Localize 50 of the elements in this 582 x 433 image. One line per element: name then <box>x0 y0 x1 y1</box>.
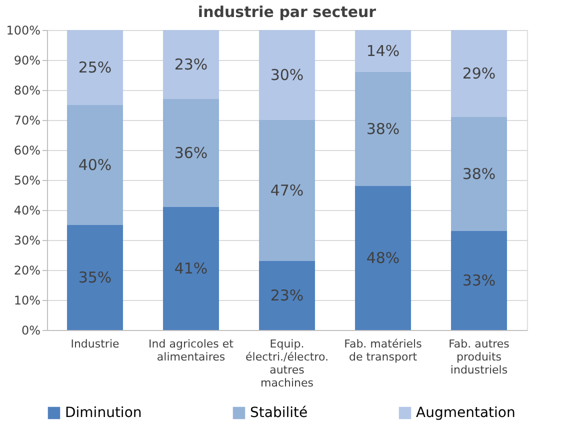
data-label: 38% <box>366 120 400 138</box>
bar <box>451 231 507 330</box>
bar <box>451 117 507 231</box>
x-tick-label: Equip. électri./électro. autres machines <box>246 338 328 390</box>
data-label: 23% <box>270 286 304 304</box>
bar <box>451 30 507 117</box>
bar <box>355 72 411 186</box>
y-tick-label: 30% <box>14 234 40 248</box>
chart-title: industrie par secteur <box>198 3 377 21</box>
bar <box>67 30 123 105</box>
data-label: 38% <box>462 165 496 183</box>
y-tick-label: 40% <box>14 204 40 218</box>
bar <box>259 120 315 261</box>
bar <box>67 225 123 330</box>
data-label: 33% <box>462 272 496 290</box>
data-label: 48% <box>366 249 400 267</box>
y-tick-label: 0% <box>21 324 40 338</box>
legend-label: Diminution <box>65 405 142 421</box>
y-tick-label: 60% <box>14 144 40 158</box>
bar <box>259 30 315 120</box>
data-label: 36% <box>174 144 208 162</box>
x-tick-label: Industrie <box>70 338 120 350</box>
data-label: 30% <box>270 66 304 84</box>
x-tick-label: Fab. matériels de transport <box>344 338 422 364</box>
bar <box>259 261 315 330</box>
data-label: 35% <box>78 268 112 286</box>
bar <box>355 186 411 330</box>
y-tick-label: 50% <box>14 174 40 188</box>
y-tick-label: 10% <box>14 294 40 308</box>
bar <box>163 99 219 207</box>
data-label: 23% <box>174 56 208 74</box>
y-tick-label: 90% <box>14 54 40 68</box>
data-label: 25% <box>78 58 112 76</box>
bar <box>163 30 219 99</box>
data-label: 40% <box>78 156 112 174</box>
bar <box>355 30 411 72</box>
x-tick-label: Fab. autres produits industriels <box>448 338 510 376</box>
data-label: 47% <box>270 182 304 200</box>
y-tick-label: 20% <box>14 264 40 278</box>
y-tick-label: 100% <box>6 24 40 38</box>
bar <box>163 207 219 330</box>
bar <box>67 105 123 225</box>
data-label: 29% <box>462 64 496 82</box>
y-tick-label: 70% <box>14 114 40 128</box>
legend-label: Augmentation <box>416 405 516 421</box>
data-label: 14% <box>366 42 400 60</box>
data-label: 41% <box>174 260 208 278</box>
y-tick-label: 80% <box>14 84 40 98</box>
legend-label: Stabilité <box>250 405 308 421</box>
x-tick-label: Ind agricoles et alimentaires <box>148 338 234 364</box>
